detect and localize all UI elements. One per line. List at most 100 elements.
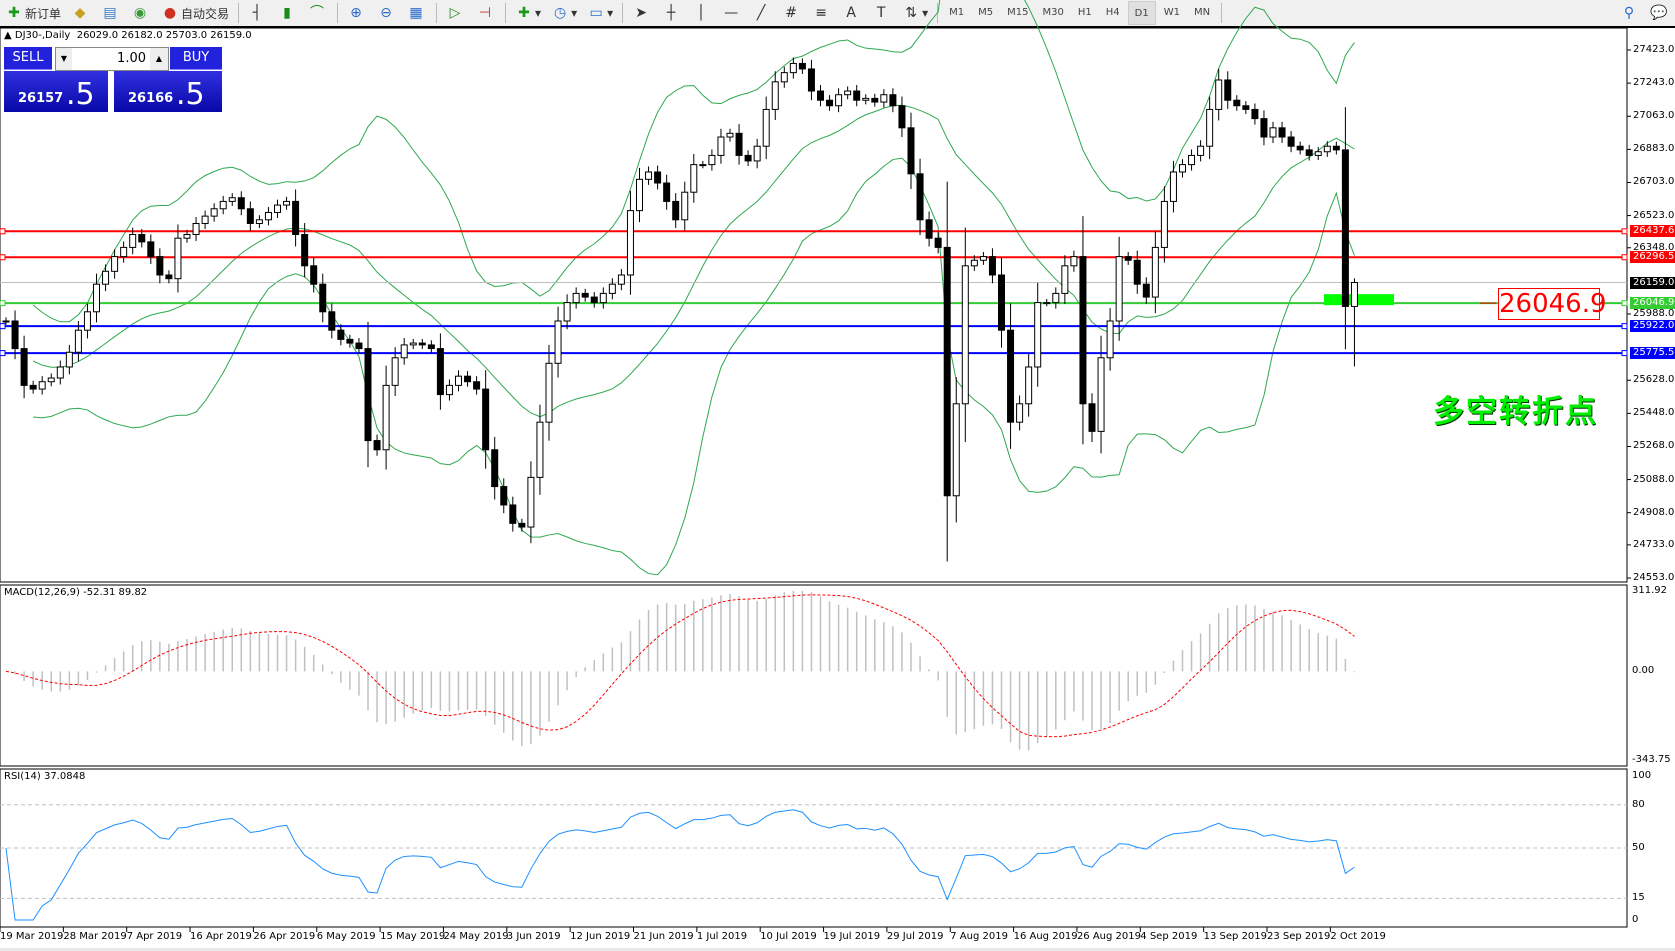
candle-body xyxy=(491,449,499,488)
channel-tool[interactable]: # xyxy=(778,2,806,24)
chat-button[interactable]: 💬 xyxy=(1646,2,1674,24)
auto-trading-button[interactable]: ● 自动交易 xyxy=(157,2,233,24)
candle-body xyxy=(889,94,897,107)
cursor-tool[interactable]: ➤ xyxy=(628,2,656,24)
candle xyxy=(391,347,399,396)
line-chart-button[interactable]: ⌒ xyxy=(304,2,332,24)
sell-button[interactable]: SELL xyxy=(4,47,52,70)
buy-button[interactable]: BUY xyxy=(170,47,222,70)
candle-body xyxy=(735,132,743,156)
candle-chart-button[interactable]: ▮ xyxy=(274,2,302,24)
price-annotation-label[interactable]: 26046.9 xyxy=(1498,288,1607,320)
timeframe-h1[interactable]: H1 xyxy=(1077,6,1092,18)
date-axis-label: 6 May 2019 xyxy=(316,931,376,942)
candle xyxy=(29,380,37,394)
candle-body xyxy=(65,351,73,368)
candle xyxy=(2,317,10,325)
candle-body xyxy=(663,182,671,202)
candle-body xyxy=(418,342,426,346)
vertical-line-tool[interactable]: │ xyxy=(688,2,716,24)
history-button[interactable]: ◆ xyxy=(67,2,95,24)
candle-body xyxy=(129,234,137,248)
candle xyxy=(1350,278,1358,367)
candle xyxy=(1341,107,1349,350)
candle xyxy=(1305,144,1313,161)
candle-body xyxy=(283,200,291,206)
timeframe-mn[interactable]: MN xyxy=(1193,6,1211,18)
chart-header: ▲ DJ30-,Daily 26029.0 26182.0 25703.0 26… xyxy=(4,30,252,41)
level-handle xyxy=(0,254,6,261)
candle xyxy=(319,273,327,323)
auto-trading-label: 自动交易 xyxy=(181,6,230,21)
tile-windows-button[interactable]: ▦ xyxy=(403,2,431,24)
candle xyxy=(835,88,843,113)
candle-body xyxy=(1151,246,1159,298)
candle xyxy=(536,404,544,495)
timeframe-m15[interactable]: M15 xyxy=(1007,6,1029,18)
candle-body xyxy=(1278,127,1286,138)
signals-button[interactable]: ◉ xyxy=(127,2,155,24)
candle xyxy=(292,189,300,247)
lot-increase-button[interactable]: ▲ xyxy=(150,48,168,70)
crosshair-tool[interactable]: ┼ xyxy=(658,2,686,24)
new-order-icon: ✚ xyxy=(8,5,20,21)
arrows-tool[interactable]: ⇅ ▾ xyxy=(898,2,932,24)
candle xyxy=(445,379,453,401)
terminal-button[interactable]: ▤ xyxy=(97,2,125,24)
candle xyxy=(156,248,164,284)
text-tool[interactable]: A xyxy=(838,2,866,24)
annotation-text[interactable]: 多空转折点 xyxy=(1433,394,1598,430)
candle xyxy=(219,195,227,215)
candle xyxy=(563,294,571,330)
search-button[interactable]: ⚲ xyxy=(1616,2,1644,24)
candle-body xyxy=(1169,171,1177,202)
timeframe-m5[interactable]: M5 xyxy=(978,6,994,18)
candle-body xyxy=(1061,265,1069,294)
candle-body xyxy=(934,237,942,248)
price-axis-label: 26348.0 xyxy=(1633,241,1675,253)
candle xyxy=(228,193,236,207)
candle-body xyxy=(237,197,245,210)
buy-price-button[interactable]: 26166.5 xyxy=(114,71,222,112)
candle-body xyxy=(554,320,562,364)
candle xyxy=(907,112,915,189)
text-label-tool[interactable]: T xyxy=(868,2,896,24)
periods-button[interactable]: ◷ ▾ xyxy=(547,2,581,24)
timeframe-w1[interactable]: W1 xyxy=(1163,6,1180,18)
bar-chart-button[interactable]: ┤ xyxy=(244,2,272,24)
zoom-in-button[interactable]: ⊕ xyxy=(343,2,371,24)
date-axis-label: 15 May 2019 xyxy=(380,931,446,942)
trendline-tool[interactable]: ╱ xyxy=(748,2,776,24)
candle-body xyxy=(835,94,843,107)
candle-body xyxy=(56,366,64,379)
lot-stepper[interactable]: ▼ 1.00 ▲ xyxy=(55,47,169,71)
candle xyxy=(56,360,64,385)
sell-price-button[interactable]: 26157.5 xyxy=(4,71,108,112)
candle-body xyxy=(1314,151,1322,156)
timeframe-d1[interactable]: D1 xyxy=(1127,1,1156,25)
horizontal-line-tool[interactable]: — xyxy=(718,2,746,24)
lot-decrease-button[interactable]: ▼ xyxy=(56,48,72,70)
chart-shift-button[interactable]: ⊣ xyxy=(472,2,500,24)
candle xyxy=(1016,395,1024,431)
fibonacci-tool[interactable]: ≡ xyxy=(808,2,836,24)
date-axis-label: 19 Jul 2019 xyxy=(823,931,881,942)
timeframe-m30[interactable]: M30 xyxy=(1042,6,1064,18)
candle-body xyxy=(789,62,797,74)
new-order-label: 新订单 xyxy=(25,6,62,21)
new-order-button[interactable]: ✚ 新订单 xyxy=(1,2,65,24)
candle-body xyxy=(952,403,960,497)
terminal-icon: ▤ xyxy=(103,5,117,21)
indicators-button[interactable]: ✚ ▾ xyxy=(511,2,545,24)
auto-scroll-button[interactable]: ▷ xyxy=(442,2,470,24)
templates-button[interactable]: ▭ ▾ xyxy=(583,2,617,24)
candle-body xyxy=(427,344,435,350)
candle xyxy=(735,124,743,165)
date-axis-label: 28 Mar 2019 xyxy=(63,931,127,942)
timeframe-m1[interactable]: M1 xyxy=(949,6,965,18)
timeframe-h4[interactable]: H4 xyxy=(1105,6,1120,18)
zoom-out-button[interactable]: ⊖ xyxy=(373,2,401,24)
candle xyxy=(681,181,689,231)
lot-input[interactable]: 1.00 xyxy=(117,51,146,66)
